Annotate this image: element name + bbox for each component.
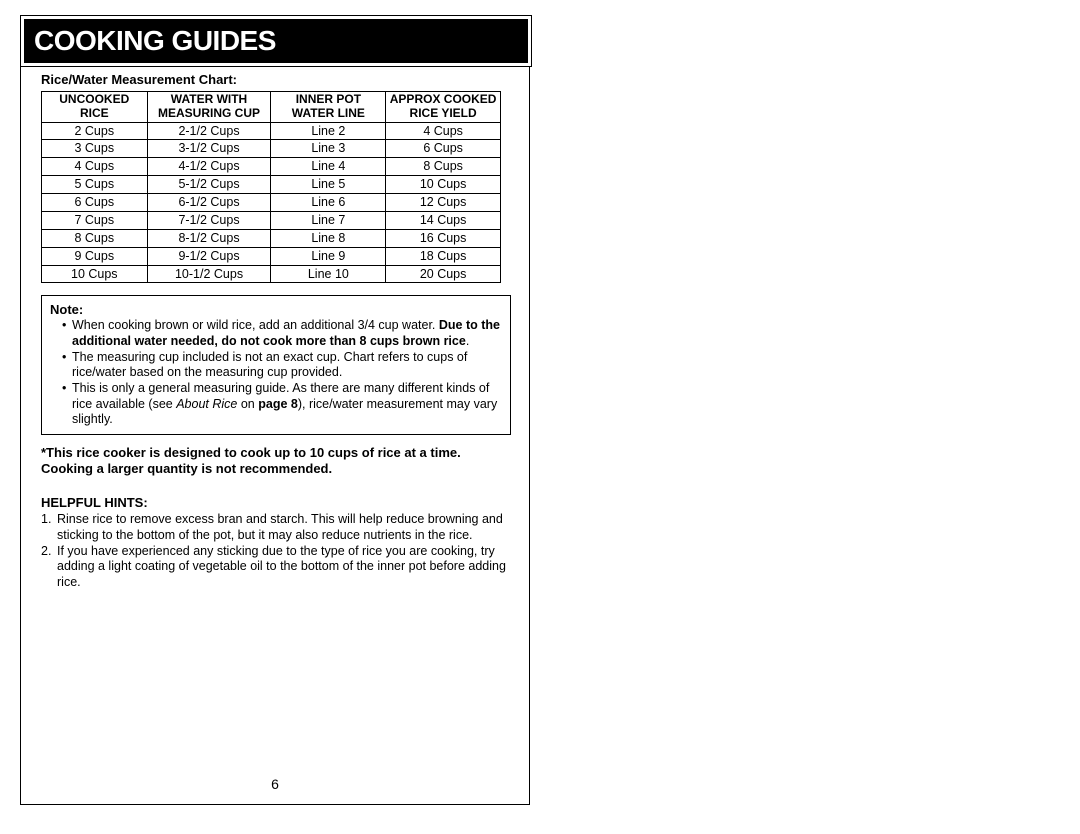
table-row: 7 Cups7-1/2 CupsLine 714 Cups [42,211,501,229]
th-yield: APPROX COOKEDRICE YIELD [386,92,501,123]
table-cell: 7 Cups [42,211,148,229]
hints-list: 1.Rinse rice to remove excess bran and s… [41,512,509,590]
page-number: 6 [21,776,529,792]
table-cell: 6-1/2 Cups [147,194,271,212]
table-cell: 12 Cups [386,194,501,212]
table-cell: Line 8 [271,229,386,247]
table-cell: 10 Cups [42,265,148,283]
table-cell: 3-1/2 Cups [147,140,271,158]
table-row: 9 Cups9-1/2 CupsLine 918 Cups [42,247,501,265]
table-cell: Line 9 [271,247,386,265]
page-frame: COOKING GUIDES Rice/Water Measurement Ch… [20,15,530,805]
note-item-3: This is only a general measuring guide. … [62,381,502,428]
table-cell: 6 Cups [386,140,501,158]
hint-item: 1.Rinse rice to remove excess bran and s… [41,512,509,543]
table-cell: 2-1/2 Cups [147,122,271,140]
table-cell: 5-1/2 Cups [147,176,271,194]
title-bar: COOKING GUIDES [20,15,532,67]
table-cell: 8 Cups [386,158,501,176]
table-cell: Line 5 [271,176,386,194]
hints-title: HELPFUL HINTS: [41,495,509,510]
table-cell: 6 Cups [42,194,148,212]
table-cell: Line 6 [271,194,386,212]
table-cell: 9 Cups [42,247,148,265]
table-cell: Line 7 [271,211,386,229]
table-cell: 9-1/2 Cups [147,247,271,265]
note-title: Note: [50,302,502,317]
table-cell: 10 Cups [386,176,501,194]
th-uncooked: UNCOOKEDRICE [42,92,148,123]
content: Rice/Water Measurement Chart: UNCOOKEDRI… [21,16,529,600]
page-title: COOKING GUIDES [24,19,528,63]
chart-title: Rice/Water Measurement Chart: [41,72,509,87]
hint-item: 2.If you have experienced any sticking d… [41,544,509,591]
table-cell: Line 3 [271,140,386,158]
table-row: 2 Cups2-1/2 CupsLine 24 Cups [42,122,501,140]
table-row: 10 Cups10-1/2 CupsLine 1020 Cups [42,265,501,283]
table-cell: 2 Cups [42,122,148,140]
table-row: 5 Cups5-1/2 CupsLine 510 Cups [42,176,501,194]
table-cell: 4 Cups [386,122,501,140]
warning-text: *This rice cooker is designed to cook up… [41,445,509,478]
table-cell: 20 Cups [386,265,501,283]
table-cell: 8-1/2 Cups [147,229,271,247]
note-item-2: The measuring cup included is not an exa… [62,350,502,381]
table-row: 3 Cups3-1/2 CupsLine 36 Cups [42,140,501,158]
table-cell: 8 Cups [42,229,148,247]
th-innerpot: INNER POTWATER LINE [271,92,386,123]
table-cell: Line 10 [271,265,386,283]
measurement-table: UNCOOKEDRICE WATER WITHMEASURING CUP INN… [41,91,501,283]
table-cell: 5 Cups [42,176,148,194]
note-box: Note: When cooking brown or wild rice, a… [41,295,511,434]
th-water: WATER WITHMEASURING CUP [147,92,271,123]
table-cell: 10-1/2 Cups [147,265,271,283]
note-item-1: When cooking brown or wild rice, add an … [62,318,502,349]
table-cell: Line 2 [271,122,386,140]
table-row: 4 Cups4-1/2 CupsLine 48 Cups [42,158,501,176]
table-cell: 18 Cups [386,247,501,265]
table-row: 8 Cups8-1/2 CupsLine 816 Cups [42,229,501,247]
table-cell: 7-1/2 Cups [147,211,271,229]
table-cell: 14 Cups [386,211,501,229]
table-cell: 4 Cups [42,158,148,176]
table-header-row: UNCOOKEDRICE WATER WITHMEASURING CUP INN… [42,92,501,123]
table-row: 6 Cups6-1/2 CupsLine 612 Cups [42,194,501,212]
table-cell: Line 4 [271,158,386,176]
table-cell: 3 Cups [42,140,148,158]
table-cell: 16 Cups [386,229,501,247]
table-cell: 4-1/2 Cups [147,158,271,176]
